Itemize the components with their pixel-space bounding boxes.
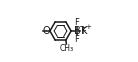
Text: F: F	[74, 35, 79, 44]
Text: +: +	[85, 24, 91, 30]
Text: O: O	[43, 26, 50, 36]
Text: B: B	[74, 26, 80, 36]
Text: K: K	[81, 26, 87, 36]
Text: F: F	[74, 18, 79, 27]
Text: −: −	[78, 24, 84, 30]
Text: F: F	[81, 26, 86, 36]
Text: CH₃: CH₃	[59, 44, 74, 53]
